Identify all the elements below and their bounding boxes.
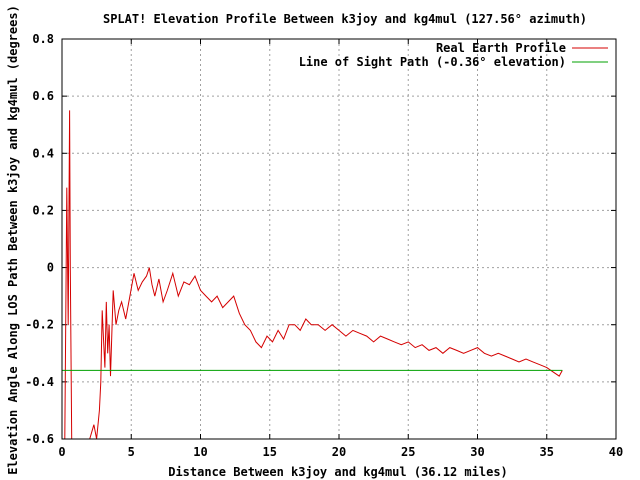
x-tick-label: 25: [401, 445, 415, 459]
y-tick-label: 0.8: [32, 32, 54, 46]
legend-label: Line of Sight Path (-0.36° elevation): [299, 55, 566, 69]
x-tick-label: 20: [332, 445, 346, 459]
y-tick-label: 0.2: [32, 203, 54, 217]
x-axis-label: Distance Between k3joy and kg4mul (36.12…: [168, 465, 508, 479]
plot-frame: [61, 38, 617, 440]
tick-layer: 0 5 10 15 20 25 30 35 40 -0.6 -0.4 -0.2 0 0.2 0.4 0.6 0.…: [25, 32, 623, 459]
x-tick-label: 15: [263, 445, 277, 459]
chart-title: SPLAT! Elevation Profile Between k3joy a…: [103, 12, 587, 26]
grid-layer: [62, 39, 616, 439]
y-tick-label: -0.2: [25, 318, 54, 332]
real-earth-profile-line: [64, 110, 563, 440]
y-tick-label: 0.6: [32, 89, 54, 103]
x-tick-label: 0: [58, 445, 65, 459]
x-tick-label: 35: [540, 445, 554, 459]
x-tick-label: 10: [193, 445, 207, 459]
x-tick-label: 40: [609, 445, 623, 459]
series-layer: [62, 110, 563, 440]
legend-label: Real Earth Profile: [436, 41, 566, 55]
y-tick-label: -0.6: [25, 432, 54, 446]
x-tick-label: 5: [128, 445, 135, 459]
y-axis-label: Elevation Angle Along LOS Path Between k…: [6, 5, 20, 475]
x-tick-label: 30: [470, 445, 484, 459]
y-tick-label: 0: [47, 261, 54, 275]
y-tick-label: 0.4: [32, 146, 54, 160]
y-tick-label: -0.4: [25, 375, 54, 389]
